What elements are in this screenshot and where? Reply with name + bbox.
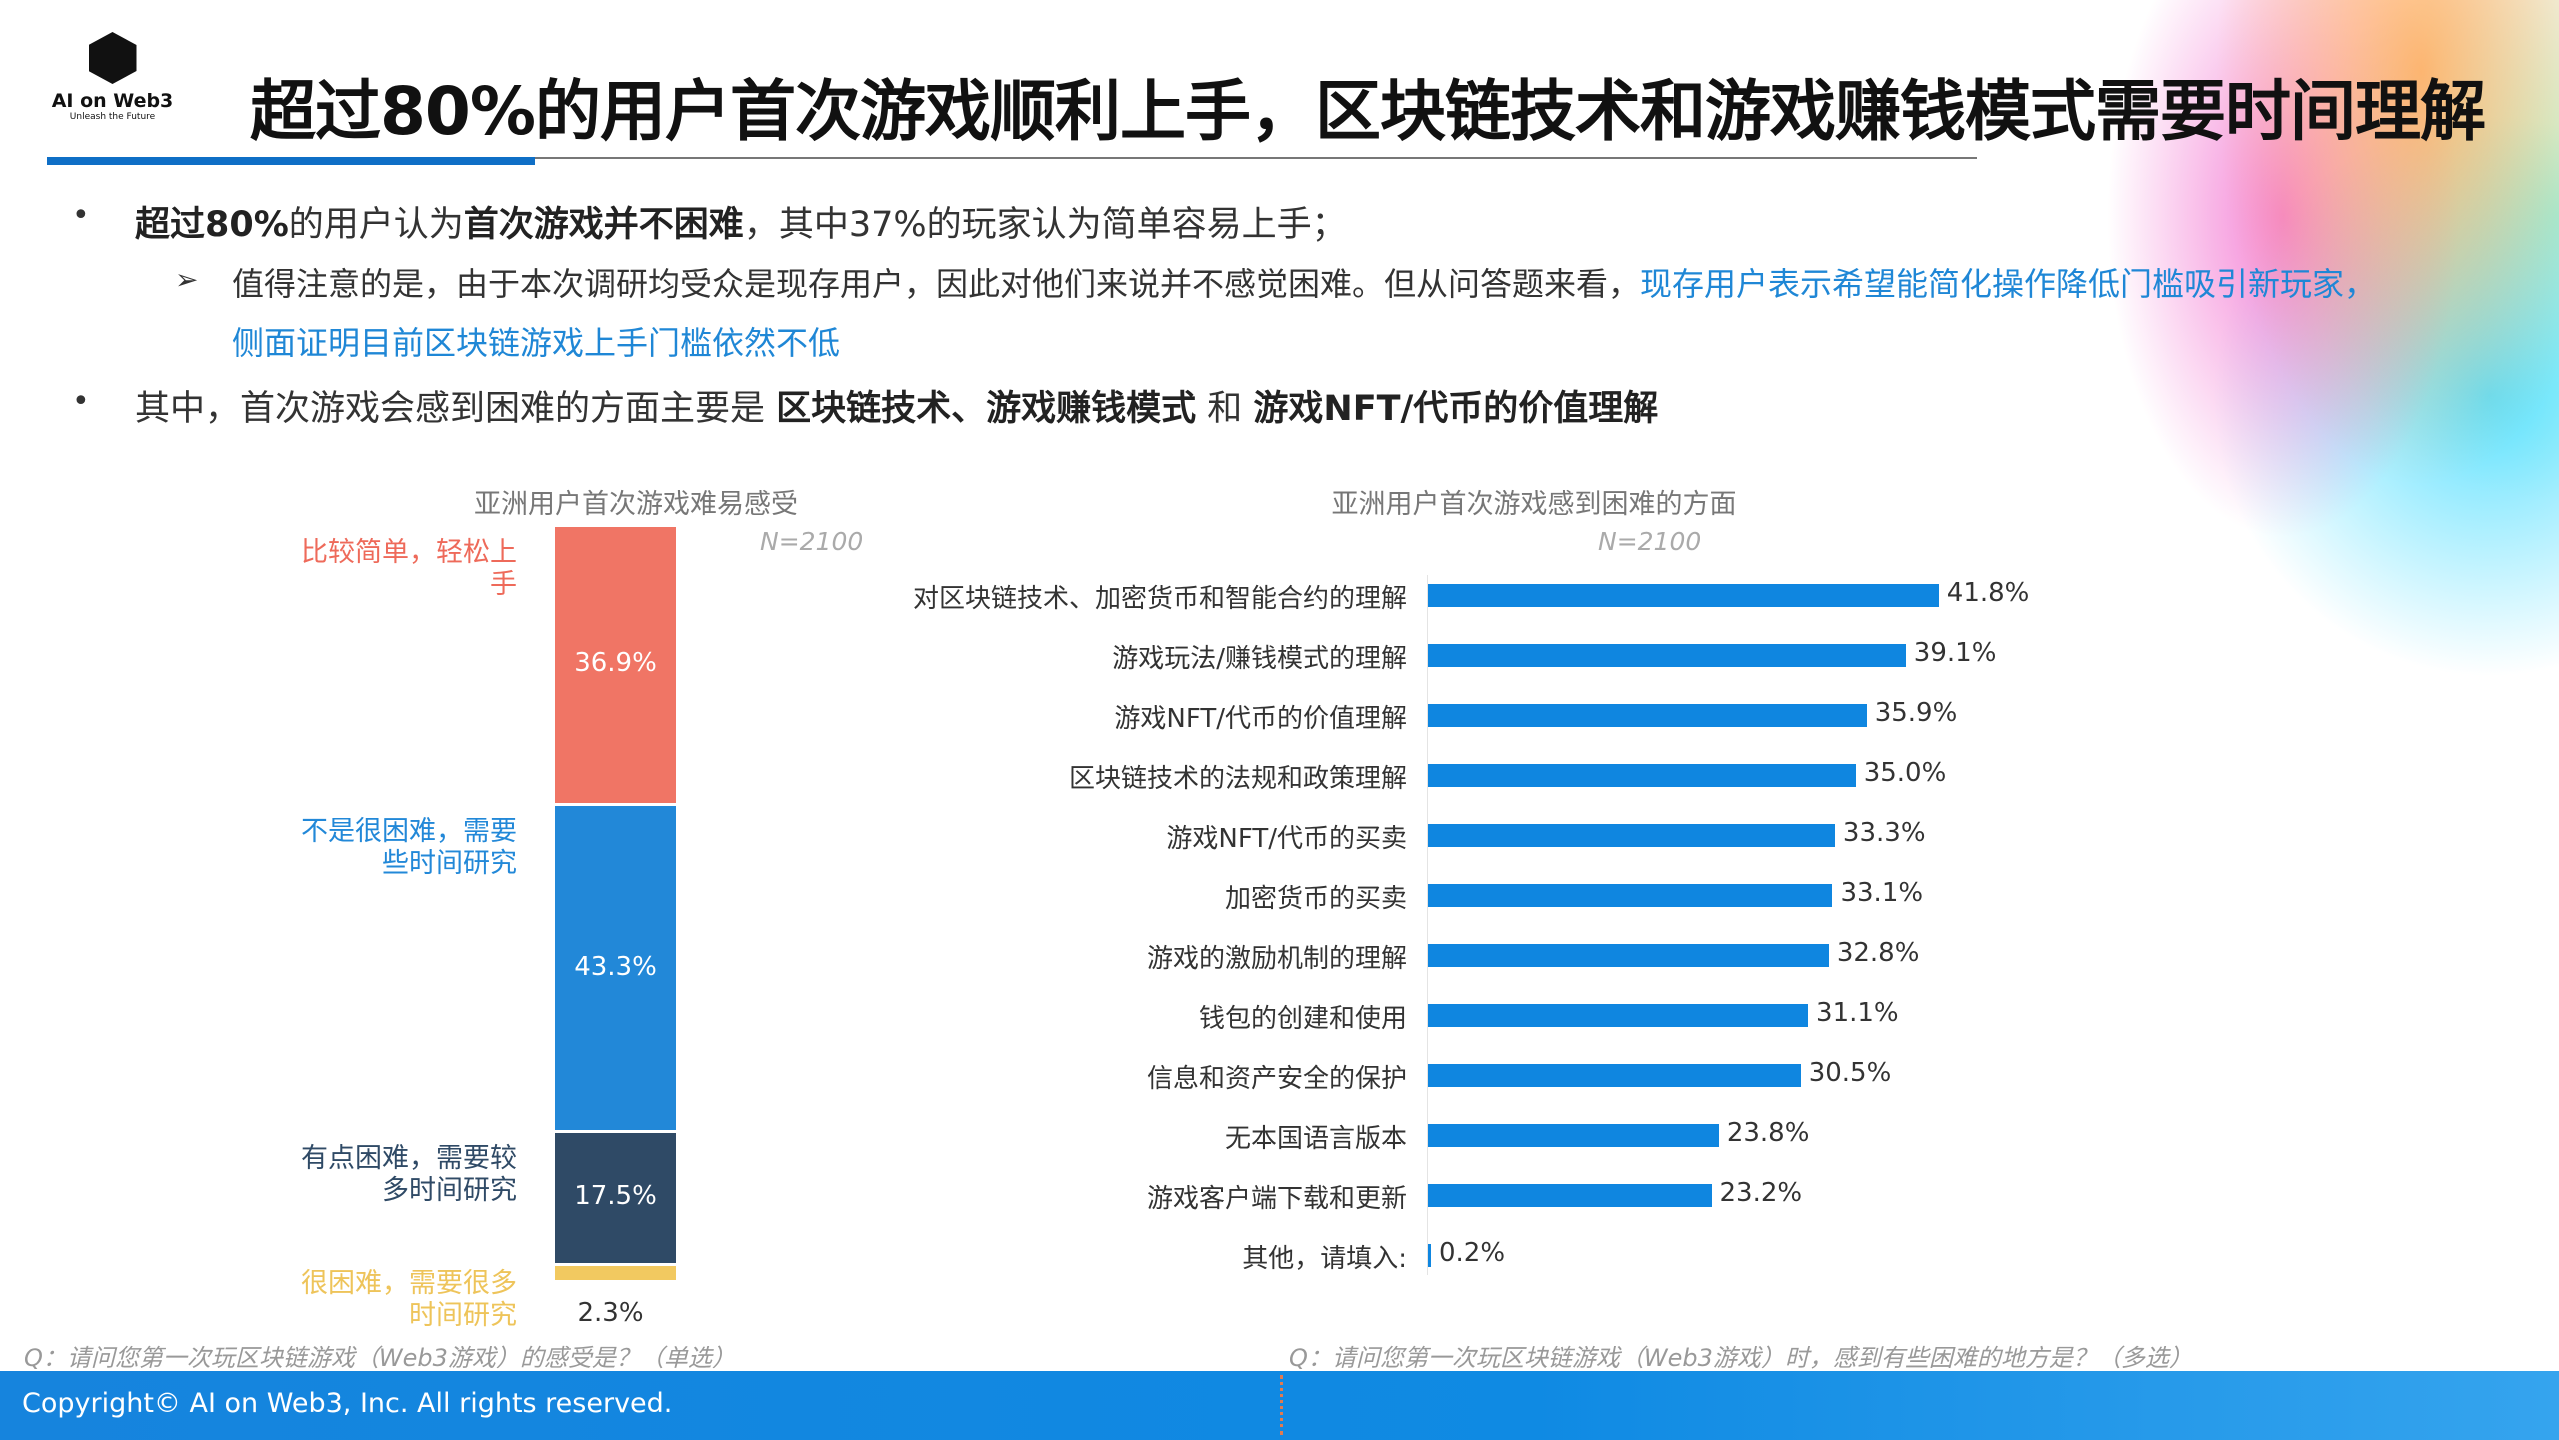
stacked-segment: [555, 1133, 676, 1263]
stacked-segment: [555, 1265, 676, 1280]
stacked-segment: [555, 527, 676, 803]
logo-name: AI on Web3: [51, 90, 174, 112]
sub-bullet: 值得注意的是，由于本次调研均受众是现存用户，因此对他们来说并不感觉困难。但从问答…: [232, 265, 2377, 303]
right-chart-sample: N=2100: [1598, 527, 1702, 556]
bar-value-label: 41.8%: [1946, 578, 2030, 608]
segment-value-label: 43.3%: [574, 951, 657, 982]
bar-category-label: 游戏玩法/赚钱模式的理解: [1112, 644, 1407, 674]
cube-icon: [88, 32, 137, 84]
bar-value-label: 30.5%: [1808, 1058, 1892, 1088]
logo-tagline: Unleash the Future: [69, 112, 156, 122]
bar-value-label: 23.2%: [1719, 1178, 1803, 1208]
bullet-icon: •: [72, 198, 90, 233]
bar-value-label: 31.1%: [1816, 998, 1899, 1028]
bar: [1428, 1184, 1712, 1207]
stacked-segment: [555, 805, 676, 1131]
bar-category-label: 加密货币的买卖: [1224, 884, 1407, 914]
divider-accent: [47, 157, 535, 165]
category-label: 有点困难，需要较多时间研究: [301, 1143, 517, 1207]
bar: [1428, 884, 1833, 907]
bar-value-label: 32.8%: [1836, 938, 1920, 968]
bar: [1428, 584, 1939, 607]
segment-value-label: 17.5%: [574, 1181, 657, 1212]
copyright: Copyright© AI on Web3, Inc. All rights r…: [22, 1388, 673, 1419]
bar: [1428, 944, 1829, 967]
segment-value-label: 2.3%: [577, 1298, 644, 1328]
decorative-gradient: [2099, 0, 2559, 720]
bar-category-label: 游戏NFT/代币的价值理解: [1114, 704, 1407, 734]
bar: [1428, 1004, 1809, 1027]
bar: [1428, 1064, 1801, 1087]
page-title: 超过80%的用户首次游戏顺利上手，区块链技术和游戏赚钱模式需要时间理解: [250, 73, 2486, 150]
divider: [47, 157, 1977, 159]
left-chart-question: Q：请问您第一次玩区块链游戏（Web3游戏）的感受是？（单选）: [24, 1344, 736, 1372]
bullet-2: 其中，首次游戏会感到困难的方面主要是 区块链技术、游戏赚钱模式 和 游戏NFT/…: [135, 389, 1659, 429]
bullet-icon: •: [72, 384, 90, 419]
bar-value-label: 23.8%: [1726, 1118, 1810, 1148]
bar-category-label: 钱包的创建和使用: [1198, 1004, 1407, 1034]
bar-value-label: 33.3%: [1842, 818, 1926, 848]
category-label: 很困难，需要很多时间研究: [301, 1268, 517, 1331]
arrow-bullet-icon: ➢: [175, 263, 199, 296]
category-label: 比较简单，轻松上手: [301, 537, 517, 600]
bar-value-label: 33.1%: [1840, 878, 1924, 908]
left-chart-sample: N=2100: [760, 527, 864, 556]
bar-category-label: 游戏客户端下载和更新: [1146, 1184, 1407, 1214]
bar-category-label: 游戏的激励机制的理解: [1146, 944, 1407, 974]
bar-value-label: 35.9%: [1874, 698, 1958, 728]
bar: [1428, 824, 1835, 847]
bar-value-label: 39.1%: [1913, 638, 1997, 668]
bar: [1428, 644, 1906, 667]
bullet-1: 超过80%的用户认为首次游戏并不困难，其中37%的玩家认为简单容易上手；: [135, 205, 1347, 245]
logo: AI on Web3 Unleash the Future: [50, 32, 175, 122]
right-chart-question: Q：请问您第一次玩区块链游戏（Web3游戏）时，感到有些困难的地方是？（多选）: [1289, 1344, 2193, 1372]
bar-category-label: 区块链技术的法规和政策理解: [1068, 764, 1407, 794]
bar-category-label: 游戏NFT/代币的买卖: [1166, 824, 1407, 854]
bar-category-label: 信息和资产安全的保护: [1146, 1064, 1407, 1094]
bar-category-label: 其他，请填入:: [1242, 1244, 1407, 1274]
sub-bullet-continued: 侧面证明目前区块链游戏上手门槛依然不低: [232, 324, 841, 362]
left-chart-title: 亚洲用户首次游戏难易感受: [474, 489, 798, 520]
bar-category-label: 无本国语言版本: [1224, 1124, 1407, 1154]
y-axis-line: [1427, 575, 1428, 1275]
bar-value-label: 0.2%: [1439, 1238, 1506, 1268]
right-chart-title: 亚洲用户首次游戏感到困难的方面: [1331, 489, 1737, 520]
bar-value-label: 35.0%: [1863, 758, 1947, 788]
bar: [1428, 1124, 1719, 1147]
footer-bar: [0, 1371, 2559, 1440]
bar: [1428, 704, 1867, 727]
footer-marker: [1280, 1375, 1283, 1435]
bar: [1428, 764, 1856, 787]
bar: [1428, 1244, 1431, 1267]
category-label: 不是很困难，需要些时间研究: [301, 815, 517, 879]
segment-value-label: 36.9%: [574, 648, 657, 679]
bar-category-label: 对区块链技术、加密货币和智能合约的理解: [912, 584, 1407, 614]
